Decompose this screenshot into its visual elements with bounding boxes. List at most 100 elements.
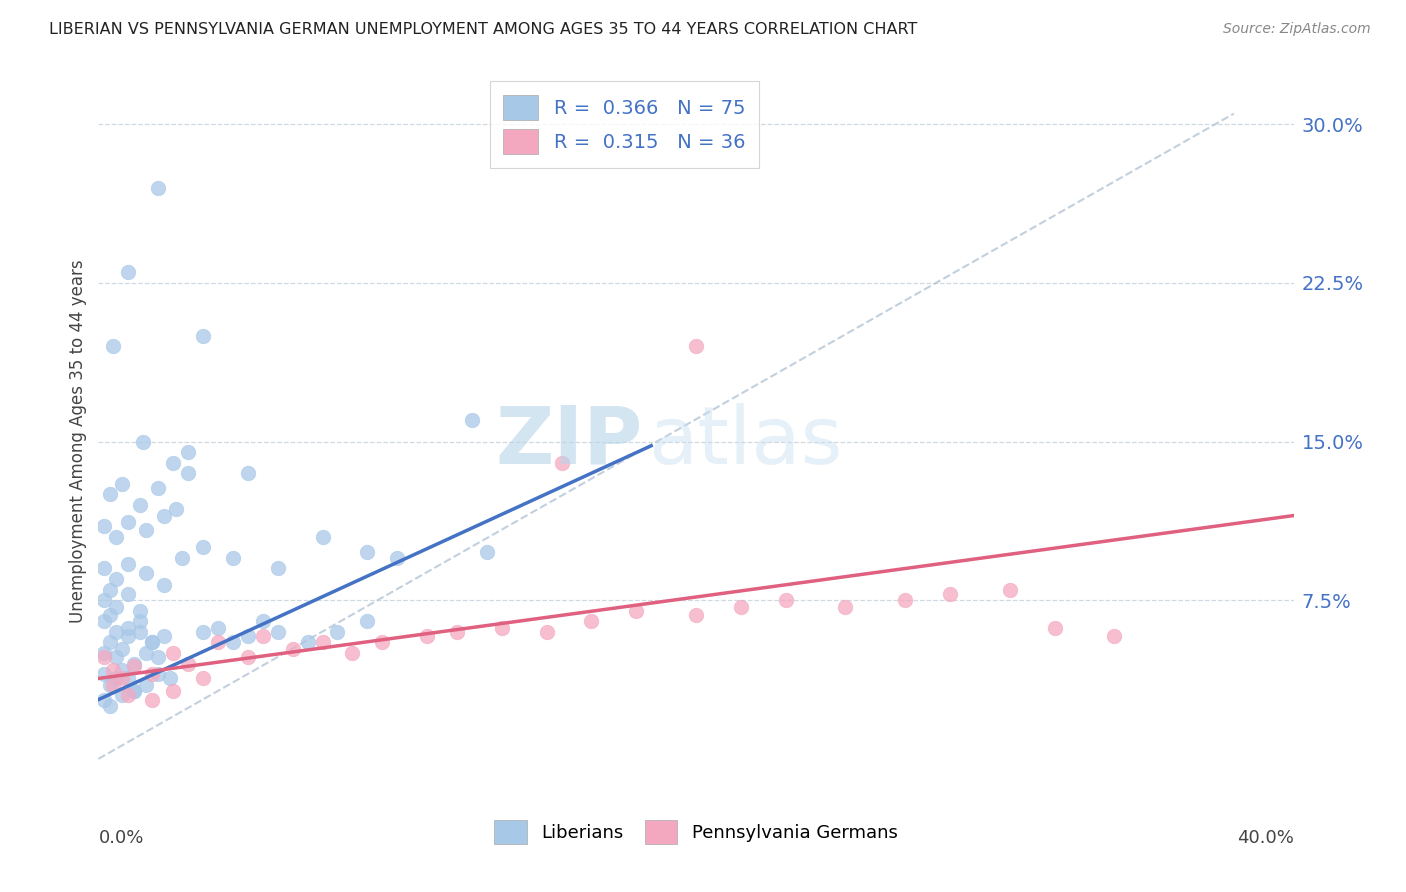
Point [236,650,259,665]
Point [98,607,122,622]
Text: Source: ZipAtlas.com: Source: ZipAtlas.com [1223,22,1371,37]
Point [135,646,157,660]
Point [581,615,603,629]
Point [148,481,170,495]
Point [129,498,152,512]
Point [730,599,752,614]
Point [103,678,125,692]
Point [162,456,184,470]
Point [998,582,1021,597]
Point [98,487,122,501]
Point [236,629,259,643]
Point [105,572,128,586]
Legend: Liberians, Pennsylvania Germans: Liberians, Pennsylvania Germans [486,814,905,851]
Point [135,566,157,580]
Point [141,667,163,681]
Point [685,339,707,353]
Point [135,678,157,692]
Point [311,530,333,544]
Point [135,524,157,538]
Point [356,544,378,558]
Text: 40.0%: 40.0% [1237,829,1294,847]
Point [93,593,115,607]
Point [165,502,187,516]
Point [222,635,245,649]
Point [129,615,152,629]
Point [172,550,194,565]
Y-axis label: Unemployment Among Ages 35 to 44 years: Unemployment Among Ages 35 to 44 years [69,260,87,624]
Point [111,689,134,703]
Text: LIBERIAN VS PENNSYLVANIA GERMAN UNEMPLOYMENT AMONG AGES 35 TO 44 YEARS CORRELATI: LIBERIAN VS PENNSYLVANIA GERMAN UNEMPLOY… [49,22,918,37]
Point [111,641,134,656]
Point [1043,621,1066,635]
Point [111,672,134,686]
Point [98,678,122,692]
Point [117,689,139,703]
Point [252,629,274,643]
Point [93,692,115,706]
Point [117,621,139,635]
Point [385,550,409,565]
Point [177,445,200,459]
Point [93,615,115,629]
Point [98,698,122,713]
Point [103,339,125,353]
Point [93,667,115,681]
Point [105,530,128,544]
Point [939,587,962,601]
Point [124,657,146,671]
Point [117,558,139,572]
Point [536,624,558,639]
Point [252,615,274,629]
Point [129,624,152,639]
Point [267,561,290,575]
Point [129,604,152,618]
Point [222,550,245,565]
Text: ZIP: ZIP [495,402,643,481]
Point [105,599,128,614]
Point [117,515,139,529]
Point [191,328,214,343]
Point [1104,629,1126,643]
Point [117,629,139,643]
Point [153,578,176,592]
Point [124,684,146,698]
Point [153,629,176,643]
Point [356,615,378,629]
Point [894,593,917,607]
Point [153,508,176,523]
Point [461,413,484,427]
Point [148,667,170,681]
Point [111,663,134,677]
Point [93,561,115,575]
Point [124,684,146,698]
Point [132,434,155,449]
Point [475,544,498,558]
Text: atlas: atlas [648,402,842,481]
Point [159,672,181,686]
Point [267,624,290,639]
Point [93,519,115,533]
Point [626,604,648,618]
Point [103,663,125,677]
Point [191,672,214,686]
Point [326,624,349,639]
Point [207,621,229,635]
Point [371,635,394,649]
Point [342,646,364,660]
Point [141,635,163,649]
Point [105,672,128,686]
Point [148,650,170,665]
Point [775,593,797,607]
Point [191,624,214,639]
Point [117,265,139,279]
Point [117,672,139,686]
Point [93,646,115,660]
Point [162,646,184,660]
Point [311,635,333,649]
Point [105,650,128,665]
Point [162,684,184,698]
Point [446,624,468,639]
Point [236,467,259,481]
Point [177,467,200,481]
